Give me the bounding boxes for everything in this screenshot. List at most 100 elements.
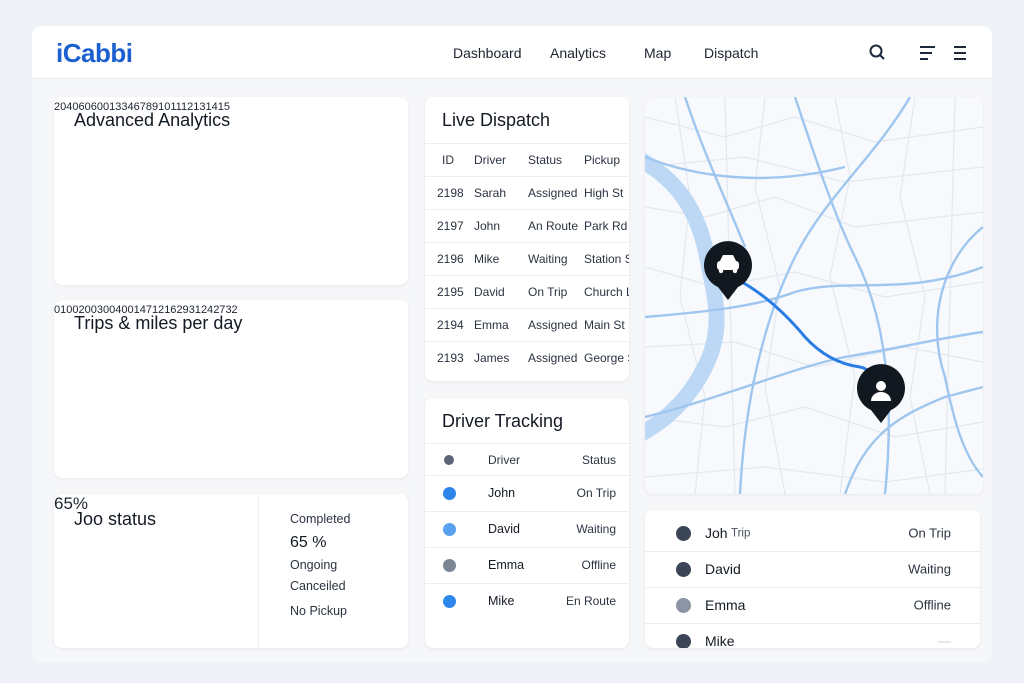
- legend-item: No Pickup: [290, 604, 347, 618]
- driver-status: On Trip: [908, 525, 951, 541]
- table-cell: Emma: [474, 318, 509, 332]
- driver-name: Mike: [705, 633, 735, 648]
- table-cell: Sarah: [474, 186, 507, 200]
- nav-item[interactable]: Analytics: [550, 45, 607, 61]
- header-icons: [869, 44, 966, 60]
- search-icon[interactable]: [869, 44, 883, 58]
- table-cell: David: [474, 285, 505, 299]
- status-icon: [444, 455, 454, 465]
- driver-status: Waiting: [576, 522, 616, 536]
- x-tick-label: 8: [145, 101, 152, 113]
- driver-status: —: [938, 633, 951, 648]
- logo: iCabbi: [56, 38, 133, 68]
- table-cell: High St: [584, 186, 624, 200]
- car-marker[interactable]: [704, 241, 752, 300]
- filter-icon[interactable]: [920, 46, 935, 60]
- main-roads: [645, 97, 983, 494]
- table-cell: Station St: [584, 252, 629, 266]
- table-cell: Church Ln: [584, 285, 629, 299]
- x-tick-label: 0: [103, 101, 110, 113]
- divider: [258, 494, 259, 648]
- row-separator: [425, 176, 629, 177]
- analytics-card: Advanced Analytics 2040606001334678910111…: [54, 97, 408, 285]
- x-tick-label: 9: [152, 101, 159, 113]
- driver-name: Joh: [705, 525, 728, 541]
- x-tick-label: 15: [217, 101, 230, 113]
- route: [727, 273, 883, 388]
- x-tick-label: 3: [121, 101, 128, 113]
- driver-status: On Trip: [576, 486, 616, 500]
- nav-item[interactable]: Dashboard: [453, 45, 522, 61]
- table-cell: Waiting: [528, 252, 568, 266]
- row-separator: [425, 547, 629, 548]
- table-cell: 2193: [437, 351, 464, 365]
- table-cell: Mike: [474, 252, 500, 266]
- menu-icon[interactable]: [954, 46, 966, 60]
- x-tick-label: 27: [213, 304, 226, 316]
- y-tick-label: 300: [96, 304, 116, 316]
- search-icon-handle: [879, 54, 885, 60]
- driver-marker[interactable]: [857, 364, 905, 423]
- driver-status: Offline: [581, 558, 616, 572]
- live-dispatch-card: Live Dispatch ID Driver Status Pickup 2198 Sar…: [425, 97, 629, 381]
- column-header: ID: [442, 153, 454, 167]
- x-tick-label: 16: [164, 304, 177, 316]
- nav-item[interactable]: Map: [644, 45, 672, 61]
- x-tick-label: 24: [200, 304, 214, 316]
- x-tick-label: 4: [127, 101, 134, 113]
- x-tick-label: 7: [139, 101, 146, 113]
- row-separator: [645, 623, 980, 624]
- line-chart: 010020030040014712162931242732: [54, 300, 238, 318]
- table-cell: Assigned: [528, 318, 578, 332]
- driver-status: Offline: [913, 597, 951, 613]
- table-cell: An Route: [528, 219, 579, 233]
- x-tick-label: 6: [133, 101, 140, 113]
- driver-name: David: [705, 561, 741, 577]
- row-separator: [425, 308, 629, 309]
- driver-name: Emma: [488, 557, 525, 572]
- table-cell: 2198: [437, 186, 464, 200]
- x-tick-label: 1: [109, 101, 116, 113]
- row-separator: [645, 551, 980, 552]
- card-title: Driver Tracking: [442, 411, 564, 431]
- row-separator: [425, 583, 629, 584]
- table-cell: John: [474, 219, 501, 233]
- y-tick-label: 0: [54, 304, 61, 316]
- x-tick-label: 10: [158, 101, 171, 113]
- y-tick-label: 200: [78, 304, 97, 316]
- bar-chart: 20406060013346789101112131415: [54, 97, 230, 115]
- x-tick-label: 12: [151, 304, 165, 316]
- driver-name: Emma: [705, 597, 746, 613]
- card-title: Live Dispatch: [442, 110, 551, 130]
- card-title: Trips & miles per day: [74, 313, 243, 333]
- x-tick-label: 4: [139, 304, 146, 316]
- driver-avatar: [675, 561, 691, 577]
- row-separator: [425, 341, 629, 342]
- row-separator: [425, 443, 629, 444]
- card-title: Advanced Analytics: [74, 110, 231, 130]
- table-cell: 2197: [437, 219, 464, 233]
- card-title: Joo status: [74, 509, 157, 529]
- x-tick-label: 32: [225, 304, 238, 316]
- row-separator: [645, 587, 980, 588]
- map[interactable]: [645, 97, 983, 494]
- nav-item[interactable]: Dispatch: [704, 45, 759, 61]
- column-header: Pickup: [584, 153, 621, 167]
- x-tick-label: 7: [145, 304, 152, 316]
- y-tick-label: 20: [54, 101, 67, 113]
- y-tick-label: 100: [60, 304, 79, 316]
- y-tick-label: 40: [66, 101, 79, 113]
- driver-name: John: [488, 485, 516, 500]
- completed-value: 65 %: [290, 534, 327, 551]
- row-separator: [425, 242, 629, 243]
- legend-item: Canceiled: [290, 579, 346, 593]
- table-cell: Park Rd: [584, 219, 628, 233]
- donut-center-label: 65%: [54, 494, 89, 513]
- minor-streets: [645, 97, 983, 494]
- x-tick-label: 14: [205, 101, 218, 113]
- column-header: Status: [528, 153, 563, 167]
- table-cell: 2196: [437, 252, 464, 266]
- x-tick-label: 12: [180, 101, 194, 113]
- x-tick-label: 13: [193, 101, 206, 113]
